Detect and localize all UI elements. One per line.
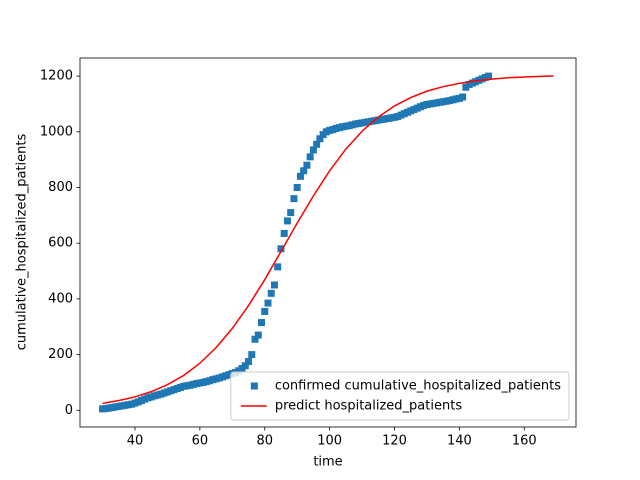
data-point bbox=[309, 146, 317, 154]
y-tick-label: 0 bbox=[65, 403, 73, 418]
prediction-line bbox=[102, 75, 554, 405]
data-point bbox=[245, 358, 253, 366]
y-tick-label: 400 bbox=[48, 291, 73, 306]
data-point bbox=[303, 161, 311, 169]
data-point bbox=[257, 319, 265, 327]
data-point bbox=[313, 140, 321, 148]
x-tick-label: 160 bbox=[512, 434, 537, 449]
data-point bbox=[293, 183, 301, 191]
data-point bbox=[316, 135, 324, 143]
data-point bbox=[267, 289, 275, 297]
data-point bbox=[300, 167, 308, 175]
data-point bbox=[485, 72, 493, 80]
data-point bbox=[254, 331, 262, 339]
data-point bbox=[251, 335, 259, 343]
x-tick-label: 100 bbox=[317, 434, 342, 449]
y-tick-label: 1000 bbox=[40, 124, 73, 139]
plot-frame bbox=[79, 57, 577, 428]
y-axis-label: cumulative_hospitalized_patients bbox=[15, 134, 30, 351]
y-tick-label: 200 bbox=[48, 347, 73, 362]
data-point bbox=[296, 172, 304, 180]
data-point bbox=[248, 351, 256, 359]
y-tick-label: 800 bbox=[48, 180, 73, 195]
y-tick-label: 1200 bbox=[40, 69, 73, 84]
data-point bbox=[241, 362, 249, 370]
data-point bbox=[274, 263, 282, 271]
x-axis-label: time bbox=[313, 455, 342, 470]
data-point bbox=[264, 299, 272, 307]
data-point bbox=[459, 93, 467, 101]
x-tick-label: 40 bbox=[127, 434, 144, 449]
x-tick-label: 60 bbox=[192, 434, 209, 449]
x-tick-label: 120 bbox=[382, 434, 407, 449]
x-tick-label: 140 bbox=[447, 434, 472, 449]
data-point bbox=[261, 307, 269, 315]
y-tick-label: 600 bbox=[48, 236, 73, 251]
legend-label: confirmed cumulative_hospitalized_patien… bbox=[275, 379, 561, 394]
data-point bbox=[306, 153, 314, 161]
x-tick-label: 80 bbox=[256, 434, 273, 449]
legend-label: predict hospitalized_patients bbox=[275, 399, 463, 414]
data-point bbox=[290, 195, 298, 203]
legend-box bbox=[230, 371, 570, 421]
data-point bbox=[287, 209, 295, 217]
legend-marker bbox=[250, 382, 258, 390]
data-point bbox=[270, 281, 278, 289]
data-point bbox=[277, 245, 285, 253]
data-point bbox=[280, 229, 288, 237]
legend: confirmed cumulative_hospitalized_patien… bbox=[230, 371, 570, 421]
data-point bbox=[283, 217, 291, 225]
